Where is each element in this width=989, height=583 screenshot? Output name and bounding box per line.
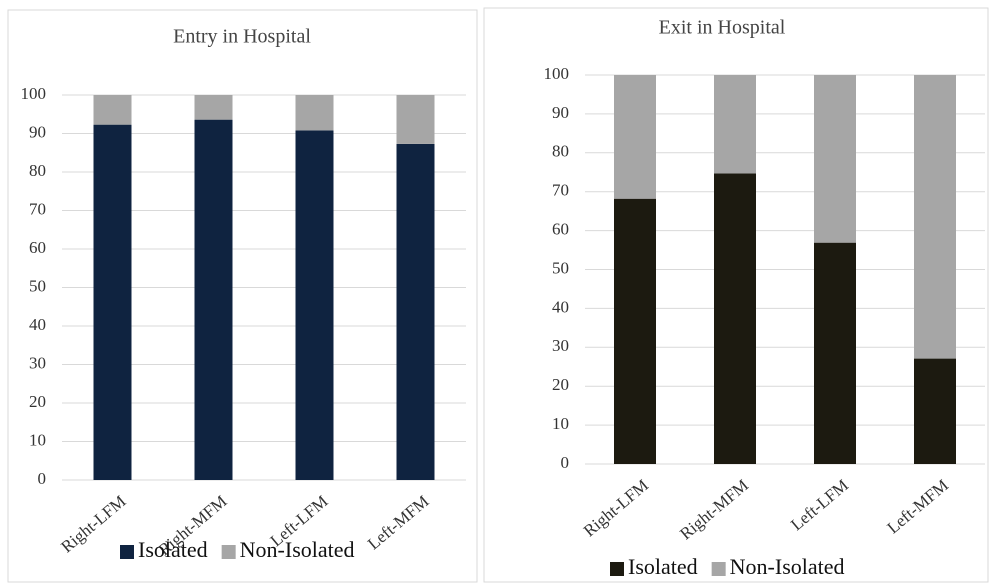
legend-swatch	[120, 545, 134, 559]
bar-segment	[614, 75, 656, 199]
y-tick-label: 30	[29, 353, 46, 372]
bar-segment	[295, 95, 334, 131]
y-tick-label: 80	[552, 142, 569, 161]
y-tick-label: 100	[21, 84, 47, 103]
bar-segment	[914, 358, 956, 464]
y-tick-label: 0	[38, 469, 47, 488]
bar-segment	[714, 173, 756, 465]
bar-segment	[194, 119, 233, 480]
bar-segment	[914, 75, 956, 359]
bar-segment	[614, 198, 656, 464]
chart-title: Exit in Hospital	[659, 17, 786, 39]
bar-segment	[295, 130, 334, 481]
y-tick-label: 60	[552, 220, 569, 239]
y-tick-label: 50	[552, 258, 569, 277]
y-tick-label: 40	[552, 297, 569, 316]
y-tick-label: 20	[29, 392, 46, 411]
bar-segment	[93, 95, 132, 125]
legend-label: Non-Isolated	[730, 554, 845, 579]
y-tick-label: 90	[29, 122, 46, 141]
y-tick-label: 60	[29, 238, 46, 257]
y-tick-label: 70	[552, 181, 569, 200]
y-tick-label: 0	[561, 453, 570, 472]
y-tick-label: 40	[29, 315, 46, 334]
y-tick-label: 10	[552, 414, 569, 433]
bar-segment	[814, 75, 856, 243]
bar-segment	[396, 143, 435, 480]
y-tick-label: 10	[29, 430, 46, 449]
bar-segment	[814, 242, 856, 464]
y-tick-label: 70	[29, 199, 46, 218]
y-tick-label: 50	[29, 276, 46, 295]
legend-swatch	[221, 545, 236, 559]
y-tick-label: 80	[29, 161, 46, 180]
bar-segment	[194, 95, 233, 120]
y-tick-label: 20	[552, 375, 569, 394]
bar-segment	[93, 124, 132, 481]
legend-label: Isolated	[138, 537, 208, 562]
y-tick-label: 100	[544, 64, 570, 83]
chart-title: Entry in Hospital	[173, 26, 311, 48]
legend-label: Non-Isolated	[240, 537, 355, 562]
legend-label: Isolated	[628, 554, 698, 579]
y-tick-label: 90	[552, 103, 569, 122]
legend-swatch	[711, 562, 726, 576]
legend-swatch	[610, 562, 624, 576]
bar-segment	[396, 95, 435, 144]
y-tick-label: 30	[552, 336, 569, 355]
bar-segment	[714, 75, 756, 174]
